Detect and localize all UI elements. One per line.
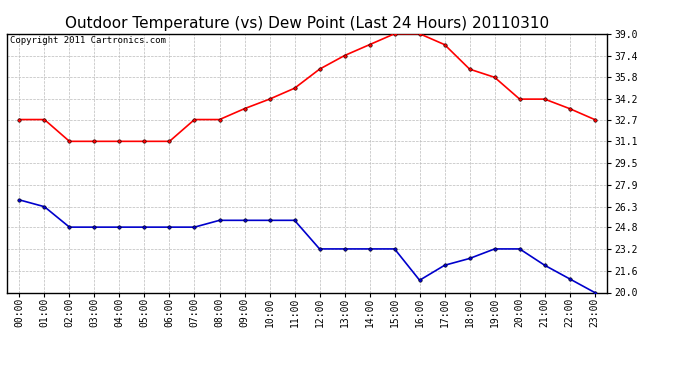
Title: Outdoor Temperature (vs) Dew Point (Last 24 Hours) 20110310: Outdoor Temperature (vs) Dew Point (Last…: [65, 16, 549, 31]
Text: Copyright 2011 Cartronics.com: Copyright 2011 Cartronics.com: [10, 36, 166, 45]
